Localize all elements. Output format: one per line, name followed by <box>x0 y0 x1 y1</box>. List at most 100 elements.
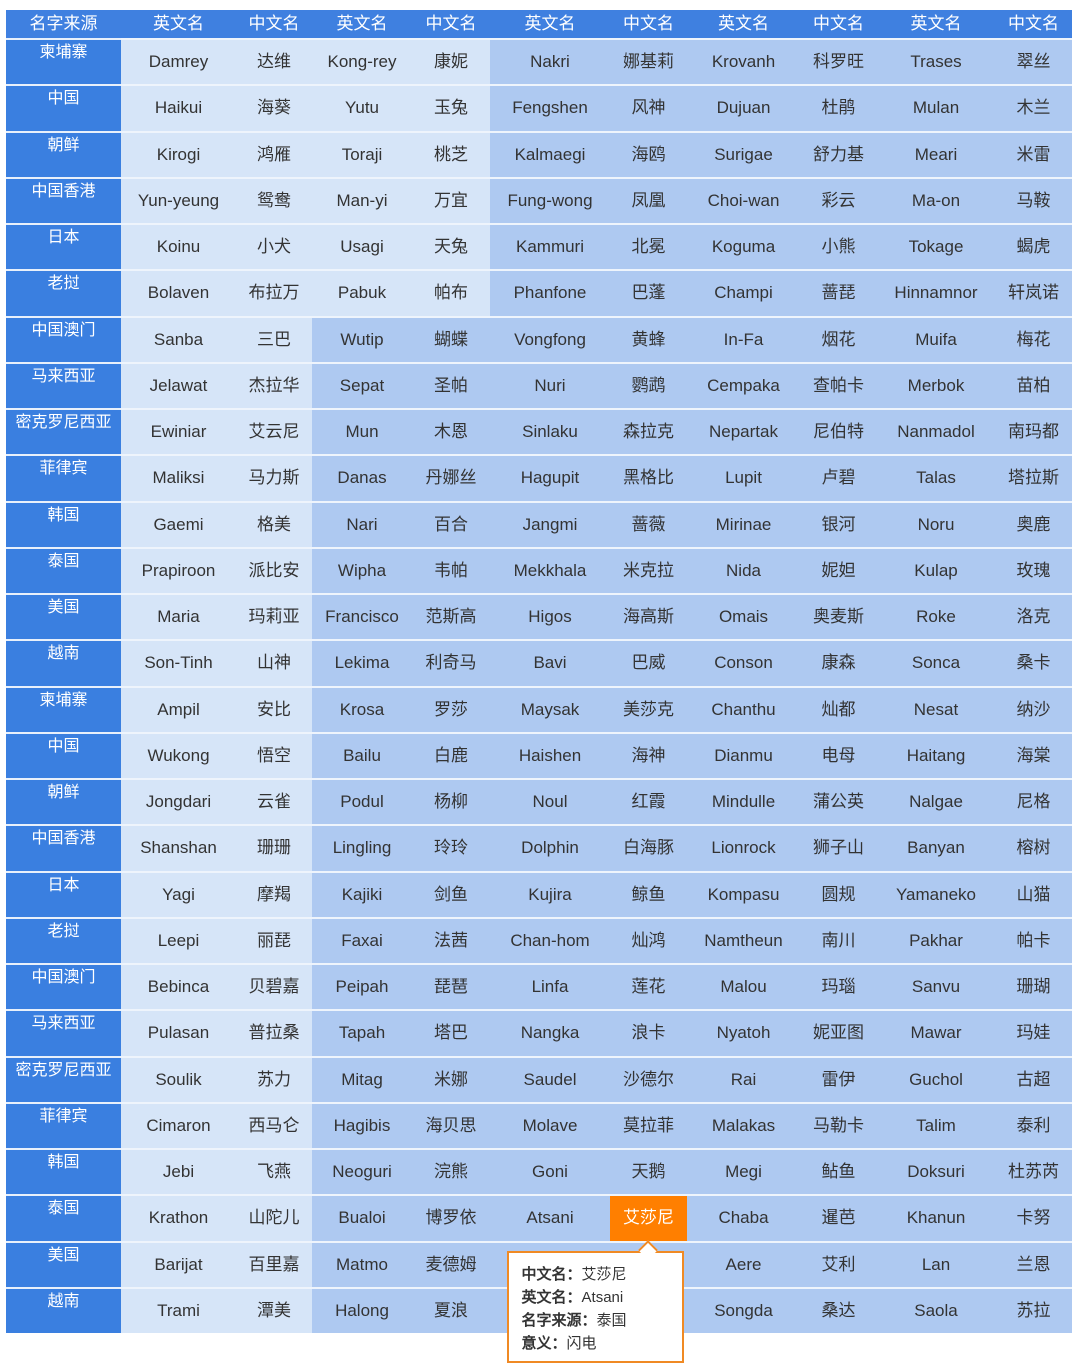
chinese-name-cell[interactable]: 白海豚 <box>610 824 687 872</box>
chinese-name-cell[interactable]: 韦帕 <box>412 546 490 594</box>
english-name-cell[interactable]: Yun-yeung <box>121 176 236 224</box>
chinese-name-cell[interactable]: 蔷琵 <box>800 269 877 317</box>
english-name-cell[interactable]: Muifa <box>877 315 995 363</box>
chinese-name-cell[interactable]: 黄蜂 <box>610 315 687 363</box>
chinese-name-cell[interactable]: 苗柏 <box>995 361 1072 409</box>
english-name-cell[interactable]: Fung-wong <box>490 176 610 224</box>
chinese-name-cell[interactable]: 烟花 <box>800 315 877 363</box>
chinese-name-cell[interactable]: 桃芝 <box>412 130 490 178</box>
english-name-cell[interactable]: Roke <box>877 592 995 641</box>
chinese-name-cell[interactable]: 纳沙 <box>995 685 1072 733</box>
english-name-cell[interactable]: Merbok <box>877 361 995 409</box>
chinese-name-cell[interactable]: 马勒卡 <box>800 1101 877 1149</box>
chinese-name-cell[interactable]: 黑格比 <box>610 454 687 502</box>
chinese-name-cell[interactable]: 丽琵 <box>236 916 312 964</box>
english-name-cell[interactable]: Pakhar <box>877 916 995 964</box>
chinese-name-cell[interactable]: 奥麦斯 <box>800 592 877 641</box>
english-name-cell[interactable]: Lan <box>877 1240 995 1288</box>
english-name-cell[interactable]: Trases <box>877 37 995 86</box>
english-name-cell[interactable]: Yagi <box>121 870 236 918</box>
english-name-cell[interactable]: Neoguri <box>312 1147 412 1196</box>
english-name-cell[interactable]: Sinlaku <box>490 407 610 456</box>
english-name-cell[interactable]: Nakri <box>490 37 610 86</box>
chinese-name-cell[interactable]: 鸳鸯 <box>236 176 312 224</box>
chinese-name-cell[interactable]: 森拉克 <box>610 407 687 456</box>
chinese-name-cell[interactable]: 布拉万 <box>236 269 312 317</box>
english-name-cell[interactable]: Shanshan <box>121 824 236 872</box>
chinese-name-cell[interactable]: 百合 <box>412 500 490 548</box>
chinese-name-cell[interactable]: 凤凰 <box>610 176 687 224</box>
english-name-cell[interactable]: Nyatoh <box>687 1009 800 1057</box>
english-name-cell[interactable]: Nepartak <box>687 407 800 456</box>
chinese-name-cell[interactable]: 海贝思 <box>412 1101 490 1149</box>
english-name-cell[interactable]: Talas <box>877 454 995 502</box>
english-name-cell[interactable]: Hagibis <box>312 1101 412 1149</box>
chinese-name-cell[interactable]: 贝碧嘉 <box>236 962 312 1011</box>
english-name-cell[interactable]: Dianmu <box>687 731 800 779</box>
chinese-name-cell[interactable]: 奥鹿 <box>995 500 1072 548</box>
chinese-name-cell[interactable]: 万宜 <box>412 176 490 224</box>
english-name-cell[interactable]: Wutip <box>312 315 412 363</box>
chinese-name-cell[interactable]: 罗莎 <box>412 685 490 733</box>
chinese-name-cell[interactable]: 尼格 <box>995 777 1072 826</box>
chinese-name-cell[interactable]: 海高斯 <box>610 592 687 641</box>
english-name-cell[interactable]: Mulan <box>877 84 995 132</box>
english-name-cell[interactable]: Krosa <box>312 685 412 733</box>
english-name-cell[interactable]: Maysak <box>490 685 610 733</box>
english-name-cell[interactable]: Soulik <box>121 1055 236 1103</box>
english-name-cell[interactable]: Higos <box>490 592 610 641</box>
english-name-cell[interactable]: Mirinae <box>687 500 800 548</box>
english-name-cell[interactable]: Meari <box>877 130 995 178</box>
english-name-cell[interactable]: Saudel <box>490 1055 610 1103</box>
english-name-cell[interactable]: Kajiki <box>312 870 412 918</box>
chinese-name-cell[interactable]: 海葵 <box>236 84 312 132</box>
english-name-cell[interactable]: Nalgae <box>877 777 995 826</box>
english-name-cell[interactable]: Maliksi <box>121 454 236 502</box>
english-name-cell[interactable]: Ma-on <box>877 176 995 224</box>
chinese-name-cell[interactable]: 古超 <box>995 1055 1072 1103</box>
english-name-cell[interactable]: Kong-rey <box>312 37 412 86</box>
english-name-cell[interactable]: Yutu <box>312 84 412 132</box>
chinese-name-cell[interactable]: 苏拉 <box>995 1286 1072 1333</box>
chinese-name-cell[interactable]: 小犬 <box>236 222 312 271</box>
english-name-cell[interactable]: Bolaven <box>121 269 236 317</box>
chinese-name-cell[interactable]: 杜鹃 <box>800 84 877 132</box>
english-name-cell[interactable]: Champi <box>687 269 800 317</box>
english-name-cell[interactable]: Phanfone <box>490 269 610 317</box>
chinese-name-cell[interactable]: 山陀儿 <box>236 1194 312 1242</box>
english-name-cell[interactable]: Omais <box>687 592 800 641</box>
english-name-cell[interactable]: Trami <box>121 1286 236 1333</box>
chinese-name-cell[interactable]: 玫瑰 <box>995 546 1072 594</box>
english-name-cell[interactable]: Rai <box>687 1055 800 1103</box>
chinese-name-cell[interactable]: 灿都 <box>800 685 877 733</box>
chinese-name-cell[interactable]: 艾云尼 <box>236 407 312 456</box>
english-name-cell[interactable]: Cimaron <box>121 1101 236 1149</box>
chinese-name-cell[interactable]: 山猫 <box>995 870 1072 918</box>
chinese-name-cell[interactable]: 帕卡 <box>995 916 1072 964</box>
english-name-cell[interactable]: Sanvu <box>877 962 995 1011</box>
chinese-name-cell[interactable]: 摩羯 <box>236 870 312 918</box>
english-name-cell[interactable]: Kalmaegi <box>490 130 610 178</box>
chinese-name-cell[interactable]: 浪卡 <box>610 1009 687 1057</box>
english-name-cell[interactable]: Usagi <box>312 222 412 271</box>
english-name-cell[interactable]: Aere <box>687 1240 800 1288</box>
chinese-name-cell[interactable]: 天兔 <box>412 222 490 271</box>
chinese-name-cell[interactable]: 玛莉亚 <box>236 592 312 641</box>
english-name-cell[interactable]: Nuri <box>490 361 610 409</box>
chinese-name-cell[interactable]: 北冕 <box>610 222 687 271</box>
english-name-cell[interactable]: Sepat <box>312 361 412 409</box>
chinese-name-cell[interactable]: 鲇鱼 <box>800 1147 877 1196</box>
english-name-cell[interactable]: Wukong <box>121 731 236 779</box>
english-name-cell[interactable]: Lupit <box>687 454 800 502</box>
english-name-cell[interactable]: Bavi <box>490 639 610 687</box>
chinese-name-cell[interactable]: 银河 <box>800 500 877 548</box>
chinese-name-cell[interactable]: 悟空 <box>236 731 312 779</box>
english-name-cell[interactable]: Koinu <box>121 222 236 271</box>
chinese-name-cell[interactable]: 博罗依 <box>412 1194 490 1242</box>
chinese-name-cell[interactable]: 狮子山 <box>800 824 877 872</box>
chinese-name-cell[interactable]: 美莎克 <box>610 685 687 733</box>
chinese-name-cell[interactable]: 南川 <box>800 916 877 964</box>
english-name-cell[interactable]: Goni <box>490 1147 610 1196</box>
english-name-cell[interactable]: Krovanh <box>687 37 800 86</box>
english-name-cell[interactable]: Banyan <box>877 824 995 872</box>
